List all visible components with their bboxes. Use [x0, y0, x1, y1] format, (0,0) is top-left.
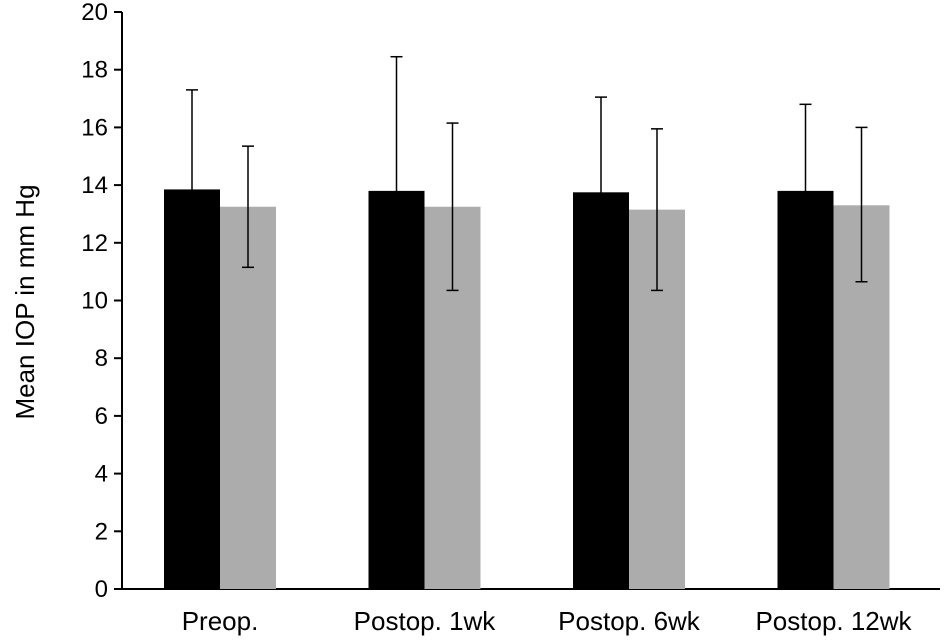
y-tick-label: 2: [95, 518, 108, 545]
x-category-label: Postop. 1wk: [354, 606, 497, 636]
y-tick-label: 16: [81, 114, 108, 141]
y-tick-label: 8: [95, 345, 108, 372]
y-tick-label: 0: [95, 576, 108, 603]
y-tick-label: 20: [81, 0, 108, 26]
y-tick-label: 10: [81, 288, 108, 315]
bar: [220, 206, 276, 590]
x-category-label: Postop. 6wk: [558, 606, 701, 636]
bars: [164, 189, 890, 590]
labels: 0 2 4 6 8 10 12 14 16 18 20 Preop. Postop. 1wk Postop…: [81, 0, 912, 636]
y-tick-label: 12: [81, 230, 108, 257]
x-category-label: Preop.: [182, 606, 259, 636]
y-tick-label: 4: [95, 461, 108, 488]
error-bars: [186, 55, 868, 325]
y-axis-title: Mean IOP in mm Hg: [10, 184, 40, 419]
y-tick-label: 14: [81, 172, 108, 199]
x-category-label: Postop. 12wk: [755, 606, 912, 636]
y-tick-label: 18: [81, 57, 108, 84]
y-tick-label: 6: [95, 403, 108, 430]
